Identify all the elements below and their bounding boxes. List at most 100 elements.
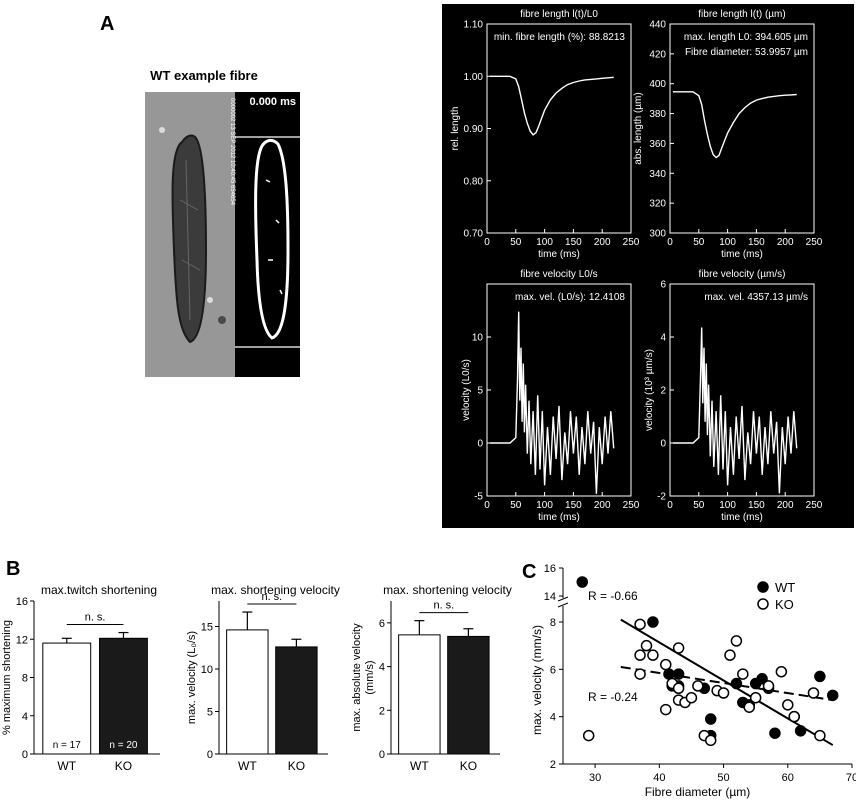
chart-annotation: max. vel. (L0/s): 12.4108 [515,292,625,303]
x-tick-label: 50 [510,237,522,248]
x-tick-label: 150 [565,237,582,248]
chart-title: fibre length l(t) (µm) [698,9,785,20]
y-axis-label: rel. length [450,107,461,151]
correlation-label-wt: R = -0.66 [588,589,638,603]
y-tick-label: 340 [649,169,666,180]
y-tick-label: 1.00 [464,72,484,83]
data-point-wt [756,673,768,685]
y-tick-label: 4 [550,712,556,724]
chart-annotation: max. vel. 4357.13 µm/s [704,292,808,303]
significance-label: n. s. [85,612,106,624]
sample-count: n = 17 [53,740,82,751]
y-tick-label: 4 [22,711,28,723]
y-tick-label: 16 [544,563,556,575]
plot-frame [669,23,815,234]
x-tick-label: 60 [782,772,794,784]
y-tick-label: 0 [22,749,28,761]
frame-timestamp: 0.000 ms [250,96,296,108]
y-tick-label: 0 [379,749,385,761]
x-axis-label: time (ms) [721,512,763,523]
category-label: KO [460,759,477,773]
y-tick-label: 6 [550,664,556,676]
data-point-wt [814,670,826,683]
y-tick-label: 0.70 [464,229,484,240]
y-tick-label: 4 [379,662,385,674]
y-axis-label: abs. length (µm) [633,92,644,164]
data-point-ko [634,668,646,680]
axis-break-mark [557,596,569,602]
fibre-micrograph: 0.000 ms 0000002 13 SEP 2012 10:40:45 65… [145,92,300,377]
chart-annotation-2: Fibre diameter: 53.9957 µm [685,47,808,58]
x-tick-label: 200 [594,500,611,511]
y-tick-label: 2 [379,705,385,717]
trace-chart-len-rel: fibre length l(t)/L0 min. fibre length (%… [450,9,640,260]
y-tick-label: 420 [649,49,666,60]
y-tick-label: 8 [22,673,28,685]
y-tick-label: 8 [550,617,556,629]
data-point-wt [576,576,589,588]
data-point-ko [730,635,743,647]
y-tick-label: 14 [544,591,556,603]
debris-speck [218,316,226,324]
bar-chart-bar-velrel: max. shortening velocity 0 5 10 15 WT KO n. s. m… [186,583,340,773]
scatter-chart: 30 40 50 60 70 2 4 6 8 14 16 Fibre diameter (µm) max… [530,563,856,799]
data-point-ko [775,665,788,678]
x-tick-label: 50 [717,772,729,784]
x-tick-label: 70 [846,772,856,784]
x-axis-label: Fibre diameter (µm) [645,785,751,799]
data-point-ko [647,649,659,661]
x-tick-label: 30 [589,772,601,784]
x-tick-label: 200 [777,500,794,511]
y-tick-label: 360 [649,139,666,150]
trace-line [672,91,797,159]
trace-chart-vel-abs: fibre velocity (µm/s) max. vel. 4357.13 µ… [644,269,823,523]
binary-fibre-outline [254,138,290,340]
panel-label-a: A [100,13,114,35]
bar-ko [99,637,148,755]
category-label: KO [288,759,305,773]
data-point-ko [749,691,762,704]
data-point-ko [788,710,800,723]
fit-line-ko [620,665,833,702]
camera-stamp: 0000002 13 SEP 2012 10:40:45 654654 [229,98,235,206]
data-point-ko [685,691,698,704]
debris-speck [207,297,213,303]
fibre-striations [179,159,201,321]
chart-title: fibre length l(t)/L0 [520,9,598,20]
chart-annotation: max. length L0: 394.605 µm [684,32,808,43]
data-point-ko [762,680,775,692]
debris-speck [159,127,165,133]
axis-break-mark [557,602,569,608]
x-tick-label: 100 [719,237,736,248]
y-axis-label: velocity (L0/s) [461,359,472,421]
x-tick-label: 250 [806,500,823,511]
x-tick-label: 150 [748,237,765,248]
y-tick-label: 6 [660,280,666,291]
x-tick-label: 250 [623,500,640,511]
y-tick-label: 0 [207,749,213,761]
x-tick-label: 100 [536,237,553,248]
category-label: WT [410,759,429,773]
y-axis-label: max. velocity (mm/s) [530,625,544,735]
data-point-ko [582,729,595,742]
y-tick-label: 400 [649,79,666,90]
bar-wt [398,634,441,755]
bar-ko [447,635,490,755]
chart-title: fibre velocity (µm/s) [699,269,786,280]
x-tick-label: 250 [806,237,823,248]
sample-count: n = 20 [109,740,138,751]
x-tick-label: 0 [484,237,490,248]
legend-marker-wt [757,581,769,593]
chart-title: max.twitch shortening [41,583,157,597]
x-axis-label: time (ms) [721,249,763,260]
y-tick-label: 0 [477,439,483,450]
legend-label-wt: WT [775,580,795,595]
trace-chart-vel-rel: fibre velocity L0/s max. vel. (L0/s): 12.… [461,269,640,523]
y-tick-label: 4 [660,333,666,344]
x-tick-label: 40 [653,772,665,784]
x-tick-label: 0 [667,500,673,511]
data-point-ko [660,658,672,671]
x-tick-label: 250 [623,237,640,248]
y-axis-label: max. velocity (L₀/s) [186,631,198,724]
